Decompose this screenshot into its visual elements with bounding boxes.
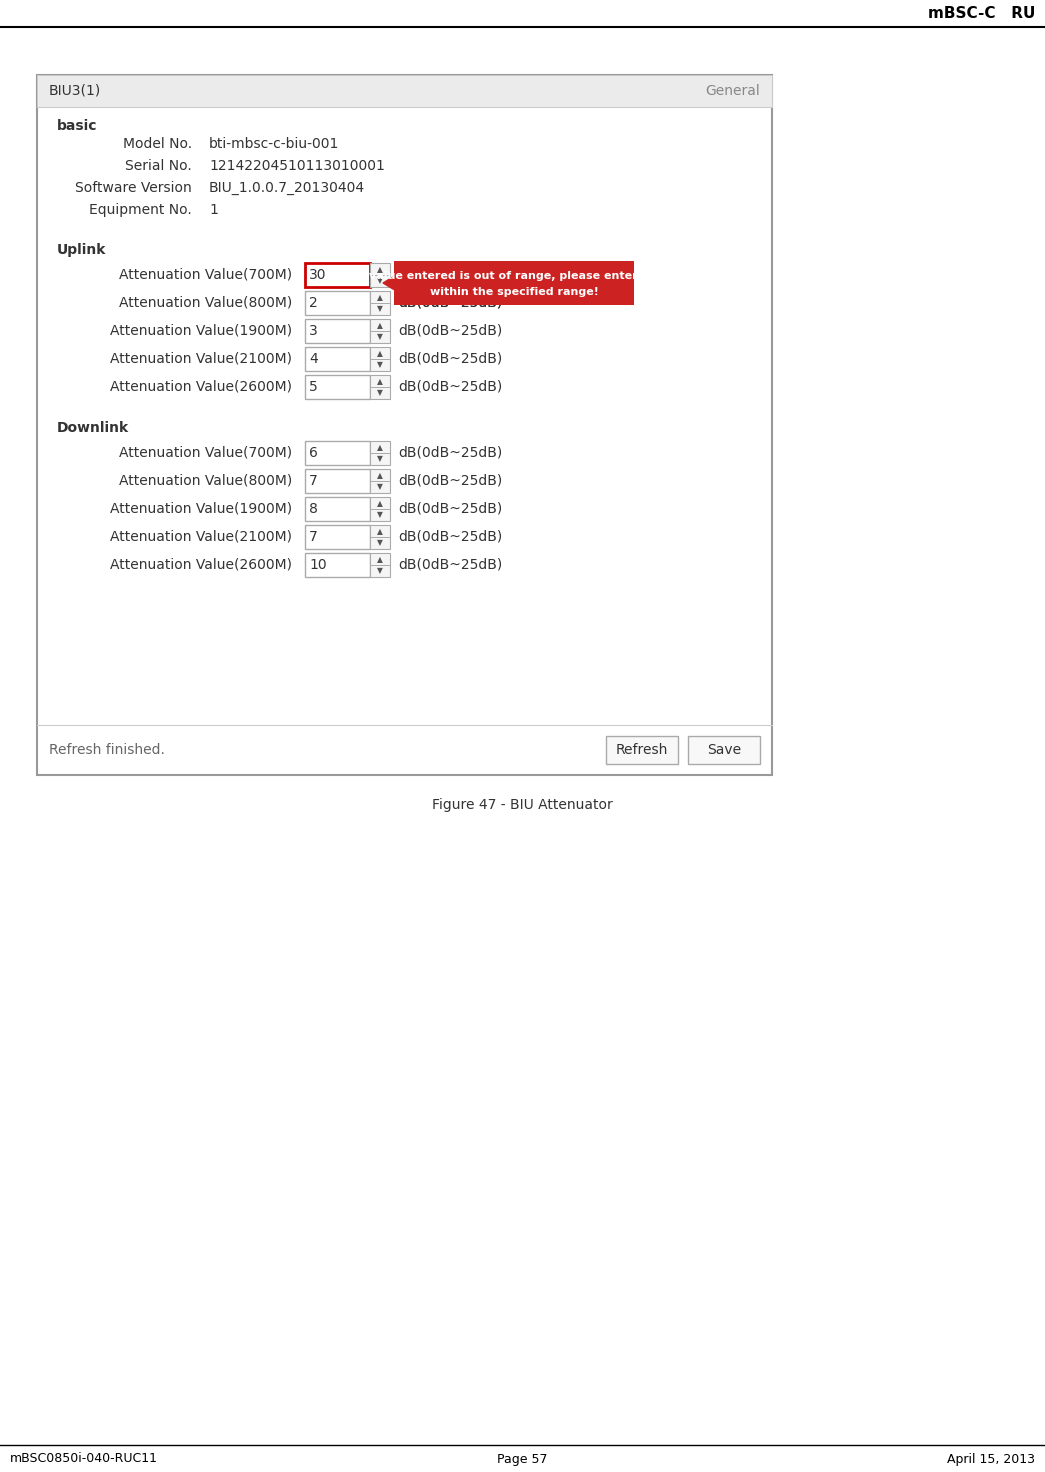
Text: Serial No.: Serial No.: [125, 159, 192, 174]
Text: Attenuation Value(700M): Attenuation Value(700M): [119, 268, 292, 283]
Text: ▼: ▼: [377, 303, 382, 312]
Text: mBSC0850i-040-RUC11: mBSC0850i-040-RUC11: [10, 1453, 158, 1466]
Text: ▼: ▼: [377, 331, 382, 342]
Bar: [370, 442, 390, 465]
Text: 10: 10: [309, 558, 327, 573]
Text: bti-mbsc-c-biu-001: bti-mbsc-c-biu-001: [209, 137, 340, 152]
Text: Save: Save: [706, 743, 741, 757]
Text: General: General: [705, 84, 760, 99]
Bar: [305, 442, 370, 465]
Bar: [305, 263, 370, 287]
Text: BIU_1.0.0.7_20130404: BIU_1.0.0.7_20130404: [209, 181, 365, 194]
Text: Attenuation Value(2100M): Attenuation Value(2100M): [110, 530, 292, 545]
Text: Attenuation Value(800M): Attenuation Value(800M): [119, 474, 292, 489]
Text: Attenuation Value(2600M): Attenuation Value(2600M): [110, 380, 292, 394]
Text: 12142204510113010001: 12142204510113010001: [209, 159, 385, 174]
Text: basic: basic: [57, 119, 97, 132]
Text: ▼: ▼: [377, 387, 382, 397]
Text: ▲: ▲: [377, 527, 382, 536]
Text: 7: 7: [309, 474, 318, 489]
Text: mBSC-C   RU: mBSC-C RU: [928, 6, 1035, 21]
Text: ▼: ▼: [377, 275, 382, 284]
Text: Software Version: Software Version: [75, 181, 192, 194]
Bar: [606, 736, 678, 764]
Text: 30: 30: [309, 268, 326, 283]
Text: Page 57: Page 57: [497, 1453, 548, 1466]
Text: Attenuation Value(800M): Attenuation Value(800M): [119, 296, 292, 311]
Text: dB(0dB~25dB): dB(0dB~25dB): [398, 446, 503, 459]
Text: The value entered is out of range, please enter a value: The value entered is out of range, pleas…: [342, 271, 687, 281]
Text: dB(0dB~25dB): dB(0dB~25dB): [398, 474, 503, 489]
Text: dB(0dB~25dB): dB(0dB~25dB): [398, 352, 503, 367]
Text: dB(0dB~25dB): dB(0dB~25dB): [398, 502, 503, 517]
Text: ▲: ▲: [377, 349, 382, 358]
Text: ▼: ▼: [377, 509, 382, 518]
Bar: [305, 291, 370, 315]
Text: April 15, 2013: April 15, 2013: [947, 1453, 1035, 1466]
Polygon shape: [384, 277, 394, 290]
Text: within the specified range!: within the specified range!: [429, 287, 599, 297]
Bar: [305, 375, 370, 399]
Text: dB(0dB~25dB): dB(0dB~25dB): [398, 530, 503, 545]
Text: dB(0dB~25dB): dB(0dB~25dB): [398, 324, 503, 339]
Text: ▼: ▼: [377, 565, 382, 574]
Text: Attenuation Value(2100M): Attenuation Value(2100M): [110, 352, 292, 367]
Text: BIU3(1): BIU3(1): [49, 84, 101, 99]
Text: 7: 7: [309, 530, 318, 545]
Text: Attenuation Value(2600M): Attenuation Value(2600M): [110, 558, 292, 573]
Text: dB(0dB~25dB): dB(0dB~25dB): [398, 558, 503, 573]
Bar: [370, 498, 390, 521]
Text: ▼: ▼: [377, 359, 382, 369]
Bar: [305, 319, 370, 343]
Bar: [394, 261, 634, 305]
Bar: [305, 526, 370, 549]
Text: ▲: ▲: [377, 443, 382, 452]
Bar: [370, 319, 390, 343]
Text: ▼: ▼: [377, 481, 382, 490]
Bar: [370, 291, 390, 315]
Bar: [370, 470, 390, 493]
Text: Figure 47 - BIU Attenuator: Figure 47 - BIU Attenuator: [433, 798, 612, 813]
Bar: [370, 263, 390, 287]
Text: ▼: ▼: [377, 453, 382, 462]
Text: Equipment No.: Equipment No.: [89, 203, 192, 216]
Text: 1: 1: [209, 203, 217, 216]
Text: 4: 4: [309, 352, 318, 367]
Text: Downlink: Downlink: [57, 421, 130, 436]
Text: Model No.: Model No.: [123, 137, 192, 152]
Text: Refresh: Refresh: [616, 743, 668, 757]
Bar: [305, 347, 370, 371]
Text: ▲: ▲: [377, 377, 382, 386]
Bar: [305, 553, 370, 577]
Bar: [37, 75, 772, 774]
Text: 6: 6: [309, 446, 318, 459]
Text: Attenuation Value(700M): Attenuation Value(700M): [119, 446, 292, 459]
Text: dB(0dB~25dB): dB(0dB~25dB): [398, 296, 503, 311]
Bar: [37, 75, 772, 107]
Text: 2: 2: [309, 296, 318, 311]
Text: dB(0dB~25dB): dB(0dB~25dB): [398, 380, 503, 394]
Bar: [305, 470, 370, 493]
Bar: [688, 736, 760, 764]
Text: Refresh finished.: Refresh finished.: [49, 743, 165, 757]
Text: ▲: ▲: [377, 293, 382, 302]
Bar: [305, 498, 370, 521]
Text: Uplink: Uplink: [57, 243, 107, 258]
Bar: [370, 347, 390, 371]
Text: dB(0dB~25dB): dB(0dB~25dB): [398, 296, 503, 311]
Text: ▼: ▼: [377, 537, 382, 546]
Text: 8: 8: [309, 502, 318, 517]
Text: 3: 3: [309, 324, 318, 339]
Text: Attenuation Value(1900M): Attenuation Value(1900M): [110, 502, 292, 517]
Text: ▲: ▲: [377, 321, 382, 330]
Text: ▲: ▲: [377, 555, 382, 564]
Text: Attenuation Value(1900M): Attenuation Value(1900M): [110, 324, 292, 339]
Bar: [370, 375, 390, 399]
Bar: [370, 526, 390, 549]
Bar: [370, 553, 390, 577]
Text: ▲: ▲: [377, 265, 382, 274]
Text: ▲: ▲: [377, 499, 382, 508]
Text: 5: 5: [309, 380, 318, 394]
Text: ▲: ▲: [377, 471, 382, 480]
